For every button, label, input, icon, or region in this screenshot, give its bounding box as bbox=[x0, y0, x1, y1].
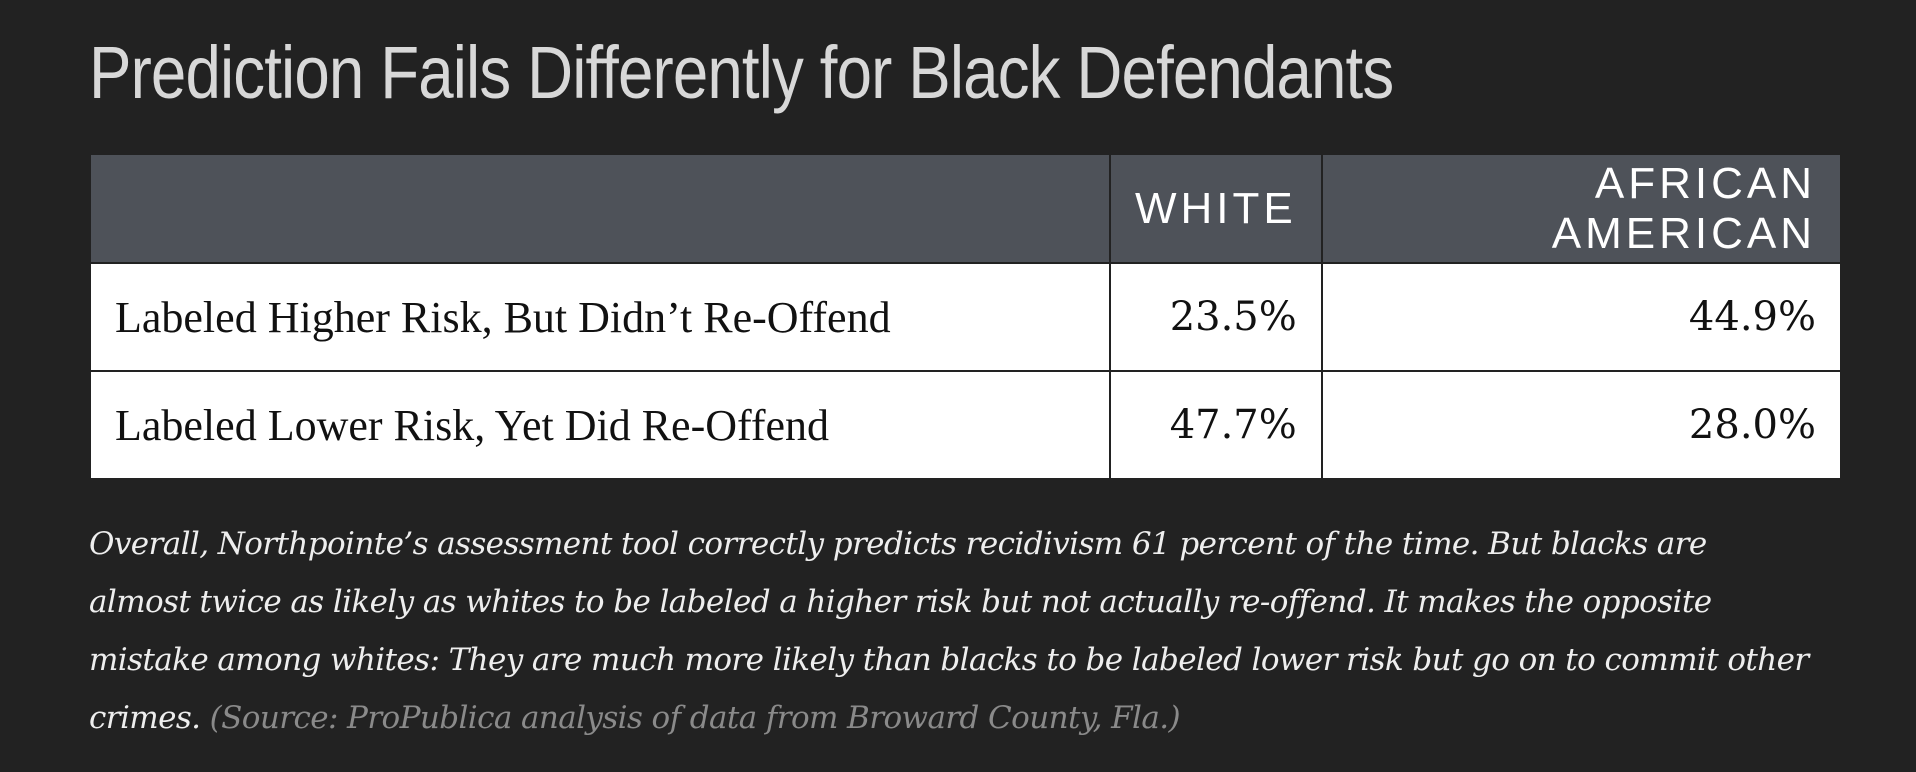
cell: 23.5% bbox=[1109, 262, 1323, 372]
header-blank bbox=[89, 153, 1111, 264]
row-label: Labeled Lower Risk, Yet Did Re-Offend bbox=[89, 370, 1111, 480]
row-label: Labeled Higher Risk, But Didn’t Re-Offen… bbox=[89, 262, 1111, 372]
cell: 47.7% bbox=[1109, 370, 1323, 480]
cell: 28.0% bbox=[1320, 370, 1843, 480]
caption: Overall, Northpointe’s assessment tool c… bbox=[89, 515, 1809, 747]
caption-text: Overall, Northpointe’s assessment tool c… bbox=[89, 526, 1809, 736]
row: Labeled Higher Risk, But Didn’t Re-Offen… bbox=[89, 262, 1843, 372]
source: (Source: ProPublica analysis of data fro… bbox=[209, 700, 1181, 736]
header-row: WHITE AFRICAN AMERICAN bbox=[89, 153, 1843, 264]
row: Labeled Lower Risk, Yet Did Re-Offend 47… bbox=[89, 370, 1843, 480]
cell: 44.9% bbox=[1320, 262, 1843, 372]
column-header: WHITE bbox=[1109, 153, 1323, 264]
column-header: AFRICAN AMERICAN bbox=[1320, 153, 1843, 264]
title: Prediction Fails Differently for Black D… bbox=[89, 31, 1394, 114]
results-table: WHITE AFRICAN AMERICAN Labeled Higher Ri… bbox=[89, 153, 1843, 480]
